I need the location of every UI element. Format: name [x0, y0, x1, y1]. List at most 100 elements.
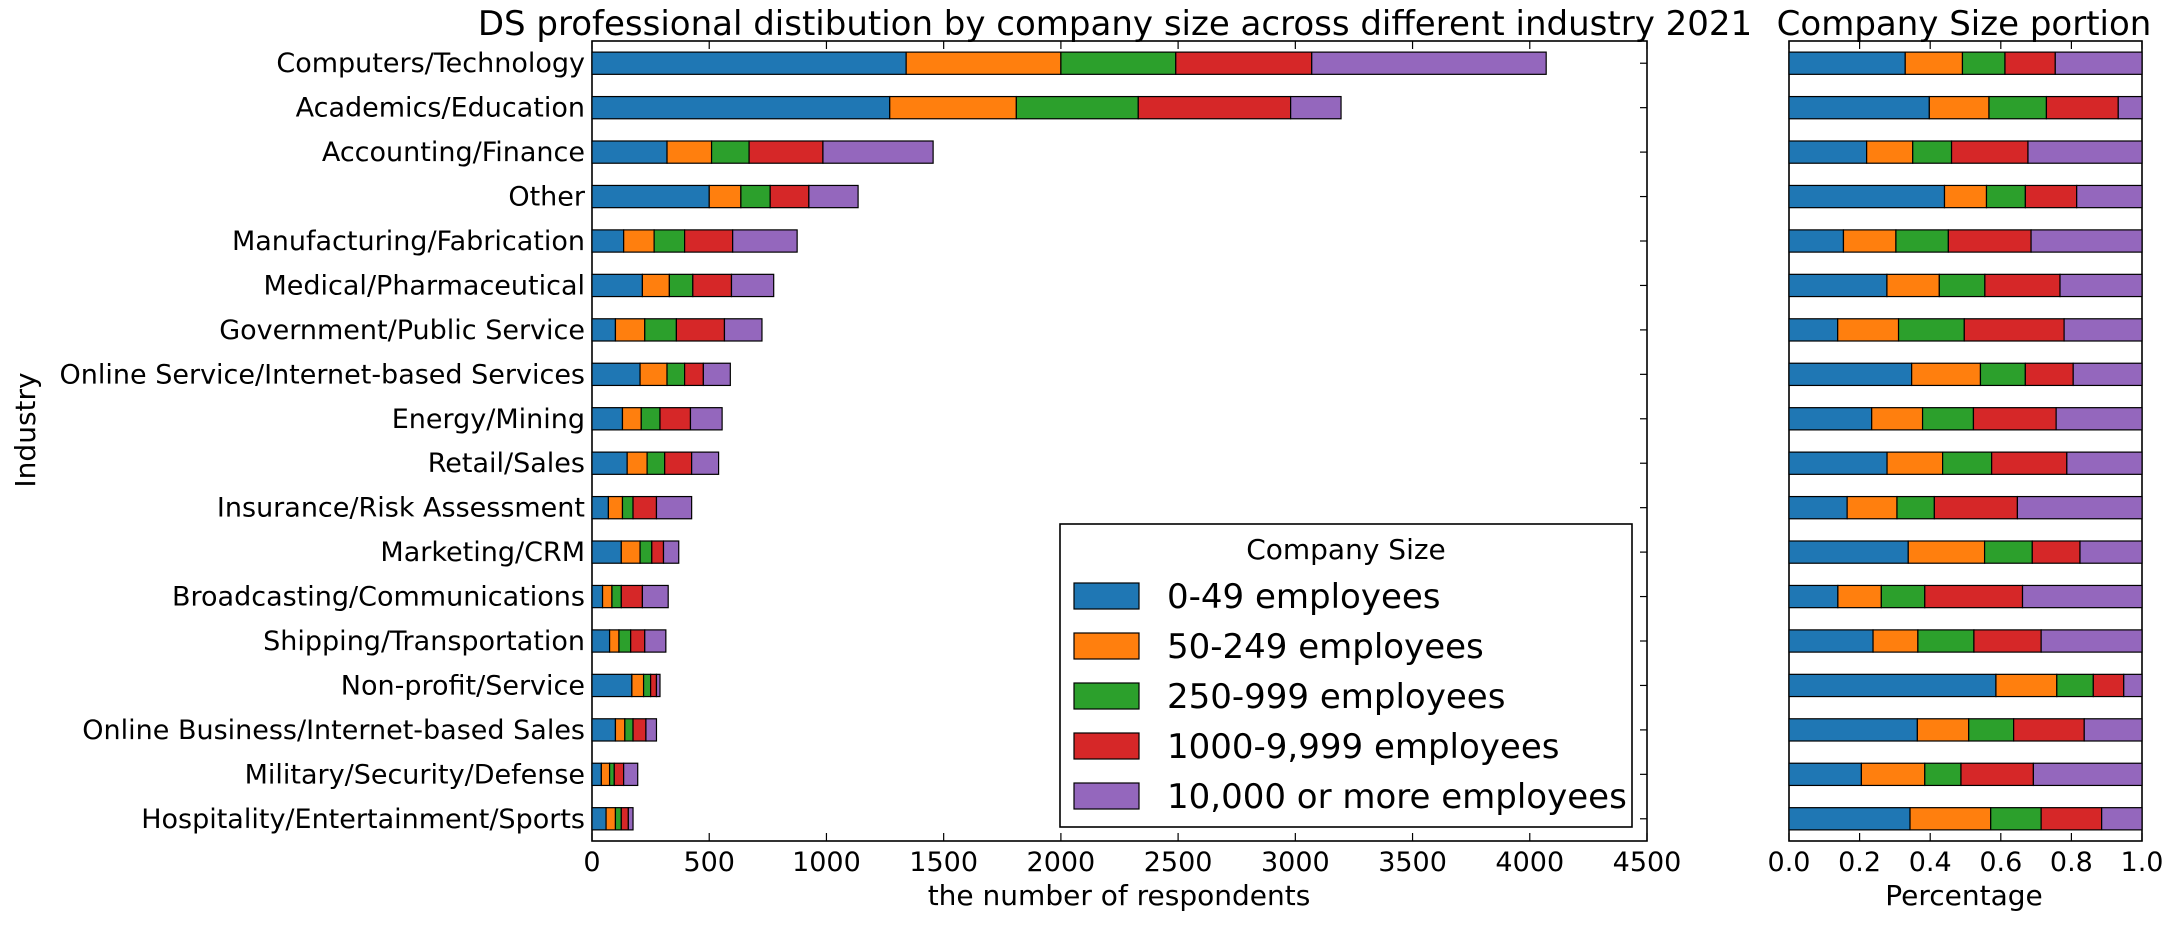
bar-non-profit-service-250-999-employees [642, 673, 652, 698]
bar-government-public-service-10-000-or-more-employees [723, 318, 763, 342]
chart-legend: Company Size 0-49 employees 50-249 employ… [1059, 523, 1633, 828]
main-chart-x-tick-label: 2000 [1027, 847, 1096, 878]
main-chart-title: DS professional distibution by company s… [478, 4, 1752, 44]
bar-computers-technology-50-249-employees [905, 51, 1062, 75]
portion-bar-academics-education-10-000-or-more-employees [2117, 95, 2143, 120]
portion-bar-energy-mining-250-999-employees [1921, 407, 1975, 431]
bar-manufacturing-fabrication-0-49-employees [591, 229, 625, 253]
bar-insurance-risk-assessment-10-000-or-more-employees [655, 495, 693, 520]
portion-bar-non-profit-service-50-249-employees [1995, 673, 2058, 698]
bar-online-service-internet-based-services-50-249-employees [639, 362, 668, 387]
portion-bar-manufacturing-fabrication-1000-9-999-employees [1947, 229, 2032, 253]
legend-title: Company Size [1246, 533, 1446, 566]
main-chart-x-tick-label: 2500 [1144, 847, 1213, 878]
bar-medical-pharmaceutical-250-999-employees [668, 273, 694, 298]
legend-swatch-50-249-employees [1073, 632, 1140, 660]
portion-chart-x-axis-label: Percentage [1885, 879, 2043, 912]
main-chart-x-tick-label: 4500 [1613, 847, 1682, 878]
bar-energy-mining-250-999-employees [640, 407, 661, 431]
portion-bar-online-service-internet-based-services-1000-9-999-employees [2024, 362, 2074, 387]
bar-military-security-defense-1000-9-999-employees [613, 762, 625, 787]
portion-bar-computers-technology-50-249-employees [1904, 51, 1964, 75]
portion-bar-marketing-crm-50-249-employees [1907, 540, 1986, 564]
portion-bar-manufacturing-fabrication-0-49-employees [1788, 229, 1845, 253]
portion-bar-online-business-internet-based-sales-0-49-employees [1788, 718, 1918, 742]
portion-bar-shipping-transportation-50-249-employees [1872, 629, 1919, 653]
bar-shipping-transportation-250-999-employees [618, 629, 632, 653]
bar-marketing-crm-10-000-or-more-employees [662, 540, 680, 564]
portion-bar-retail-sales-1000-9-999-employees [1991, 451, 2068, 475]
portion-bar-online-service-internet-based-services-0-49-employees [1788, 362, 1913, 387]
portion-chart-title: Company Size portion [1777, 4, 2152, 44]
legend-label-0-49-employees: 0-49 employees [1167, 577, 1441, 617]
bar-energy-mining-10-000-or-more-employees [689, 407, 723, 431]
portion-bar-other-10-000-or-more-employees [2076, 184, 2143, 209]
bar-shipping-transportation-10-000-or-more-employees [644, 629, 667, 653]
bar-online-business-internet-based-sales-50-249-employees [614, 718, 626, 742]
bar-military-security-defense-10-000-or-more-employees [623, 762, 639, 787]
portion-bar-accounting-finance-250-999-employees [1912, 140, 1953, 164]
bar-academics-education-10-000-or-more-employees [1290, 95, 1342, 120]
portion-bar-insurance-risk-assessment-50-249-employees [1846, 495, 1898, 520]
main-chart-x-tick-label: 4000 [1495, 847, 1564, 878]
category-label-other: Other [508, 182, 586, 213]
portion-bar-computers-technology-10-000-or-more-employees [2054, 51, 2143, 75]
bar-non-profit-service-50-249-employees [631, 673, 645, 698]
bar-shipping-transportation-50-249-employees [608, 629, 620, 653]
bar-hospitality-entertainment-sports-0-49-employees [591, 807, 607, 831]
bar-energy-mining-50-249-employees [621, 407, 642, 431]
bar-broadcasting-communications-1000-9-999-employees [620, 584, 644, 609]
bar-academics-education-50-249-employees [889, 95, 1017, 120]
bar-online-service-internet-based-services-10-000-or-more-employees [702, 362, 731, 387]
bar-computers-technology-250-999-employees [1060, 51, 1177, 75]
portion-bar-academics-education-0-49-employees [1788, 95, 1930, 120]
bar-other-10-000-or-more-employees [808, 184, 859, 209]
portion-bar-energy-mining-0-49-employees [1788, 407, 1873, 431]
bar-academics-education-250-999-employees [1015, 95, 1139, 120]
bar-non-profit-service-10-000-or-more-employees [655, 673, 661, 698]
legend-swatch-10-000-or-more-employees [1073, 782, 1140, 810]
category-label-non-profit-service: Non-profit/Service [341, 670, 585, 701]
portion-bar-other-1000-9-999-employees [2024, 184, 2078, 209]
category-label-marketing-crm: Marketing/CRM [380, 537, 585, 568]
bar-retail-sales-10-000-or-more-employees [691, 451, 720, 475]
legend-frame [1059, 523, 1633, 828]
bar-other-1000-9-999-employees [769, 184, 810, 209]
portion-bar-retail-sales-250-999-employees [1942, 451, 1993, 475]
legend-label-10-000-or-more-employees: 10,000 or more employees [1167, 777, 1627, 817]
bar-medical-pharmaceutical-1000-9-999-employees [692, 273, 733, 298]
bar-online-service-internet-based-services-250-999-employees [666, 362, 686, 387]
portion-bar-medical-pharmaceutical-50-249-employees [1886, 273, 1940, 298]
portion-bar-computers-technology-1000-9-999-employees [2004, 51, 2056, 75]
portion-bar-online-business-internet-based-sales-250-999-employees [1968, 718, 2015, 742]
bar-hospitality-entertainment-sports-1000-9-999-employees [620, 807, 629, 831]
portion-bar-non-profit-service-10-000-or-more-employees [2123, 673, 2143, 698]
bar-broadcasting-communications-50-249-employees [601, 584, 613, 609]
bar-online-business-internet-based-sales-0-49-employees [591, 718, 617, 742]
portion-bar-military-security-defense-0-49-employees [1788, 762, 1863, 787]
bar-non-profit-service-0-49-employees [591, 673, 633, 698]
portion-bar-broadcasting-communications-250-999-employees [1880, 584, 1926, 609]
category-label-manufacturing-fabrication: Manufacturing/Fabrication [232, 226, 585, 257]
bar-insurance-risk-assessment-1000-9-999-employees [632, 495, 658, 520]
bar-marketing-crm-250-999-employees [639, 540, 653, 564]
legend-swatch-250-999-employees [1073, 682, 1140, 710]
portion-bar-academics-education-1000-9-999-employees [2045, 95, 2119, 120]
portion-bar-online-business-internet-based-sales-1000-9-999-employees [2013, 718, 2085, 742]
main-chart-x-tick-label: 500 [683, 847, 735, 878]
portion-bar-marketing-crm-250-999-employees [1983, 540, 2033, 564]
portion-chart-plot: 0.0 0.2 0.4 0.6 0.8 1.0 [1768, 40, 2163, 878]
bar-online-service-internet-based-services-0-49-employees [591, 362, 641, 387]
portion-bar-hospitality-entertainment-sports-50-249-employees [1909, 807, 1992, 831]
bar-marketing-crm-0-49-employees [591, 540, 622, 564]
portion-bar-retail-sales-0-49-employees [1788, 451, 1888, 475]
portion-chart-x-tick-label: 0.0 [1768, 847, 1811, 878]
main-chart-plot: 0 500 1000 1500 2000 2500 3000 3500 4000 4500 Comp… [60, 40, 1682, 878]
bar-manufacturing-fabrication-10-000-or-more-employees [732, 229, 798, 253]
portion-bar-other-0-49-employees [1788, 184, 1946, 209]
bar-shipping-transportation-1000-9-999-employees [630, 629, 646, 653]
portion-bar-academics-education-250-999-employees [1988, 95, 2048, 120]
legend-label-1000-9-999-employees: 1000-9,999 employees [1167, 727, 1559, 767]
bar-other-250-999-employees [740, 184, 771, 209]
